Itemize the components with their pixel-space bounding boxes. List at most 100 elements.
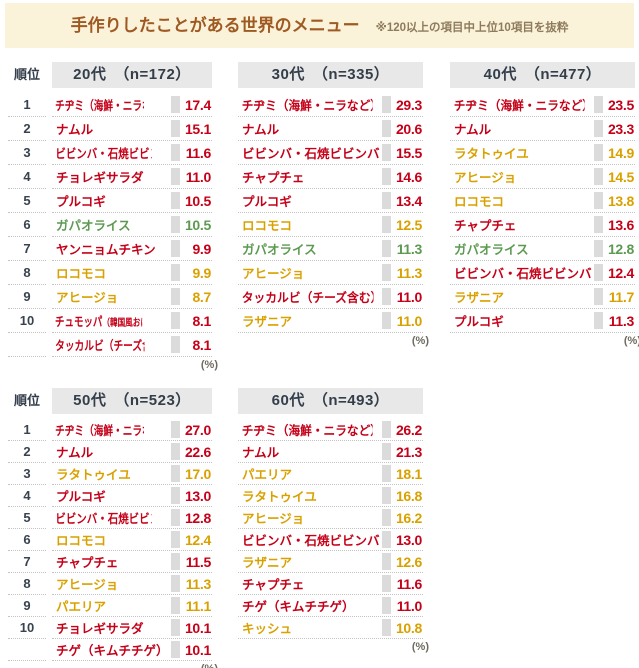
menu-row: ガパオライス 10.5 <box>52 213 212 237</box>
menu-row: ナムル 15.1 <box>52 117 212 141</box>
menu-label: ガパオライス <box>242 243 317 257</box>
menu-row: タッカルビ（チーズ含む） 8.1 <box>52 333 212 357</box>
rank-cell: 2 <box>8 117 46 141</box>
menu-row: パエリア 11.1 <box>52 595 212 617</box>
menu-row: ラタトゥイユ 17.0 <box>52 463 212 485</box>
age-group-header: 40代 （n=477） <box>450 62 635 88</box>
menu-label: ラザニア <box>242 315 293 329</box>
age-group-column: 50代 （n=523） チヂミ（海鮮・ニラなど） 27.0 ナムル 22.6 ラタトゥイユ… <box>52 388 218 668</box>
menu-row: ナムル 23.3 <box>450 117 635 141</box>
menu-label: ラタトゥイユ <box>454 147 529 161</box>
value-bar <box>594 120 603 137</box>
menu-rows: チヂミ（海鮮・ニラなど） 29.3 ナムル 20.6 ビビンバ・石焼ビビンバ 15.5 チャ… <box>238 93 423 333</box>
menu-value: 23.3 <box>607 120 634 137</box>
menu-value: 11.1 <box>185 597 212 614</box>
menu-label: ラザニア <box>242 556 293 570</box>
value-bar <box>382 553 391 570</box>
menu-label: チヂミ（海鮮・ニラなど） <box>55 99 144 113</box>
menu-value: 10.5 <box>184 192 211 209</box>
menu-value: 13.4 <box>395 192 422 209</box>
menu-value: 8.7 <box>192 288 211 305</box>
menu-row: ビビンバ・石焼ビビンバ 13.0 <box>238 529 423 551</box>
menu-row: チョレギサラダ 10.1 <box>52 617 212 639</box>
menu-label: チゲ（キムチチゲ） <box>56 644 169 658</box>
menu-value: 8.1 <box>192 312 211 329</box>
menu-value: 15.5 <box>395 144 422 161</box>
age-group-column: 60代 （n=493） チヂミ（海鮮・ニラなど） 26.2 ナムル 21.3 パエリア 18… <box>238 388 429 655</box>
value-bar <box>594 216 603 233</box>
value-bar <box>594 192 603 209</box>
rank-cell: 2 <box>8 441 46 463</box>
menu-value: 12.4 <box>607 264 634 281</box>
menu-value: 11.0 <box>396 597 423 614</box>
value-bar <box>594 312 603 329</box>
value-bar <box>171 192 180 209</box>
menu-label: アヒージョ <box>242 267 305 281</box>
menu-value: 8.1 <box>192 336 211 353</box>
menu-value: 11.0 <box>396 288 423 305</box>
menu-value: 11.6 <box>396 575 423 592</box>
value-bar <box>382 597 391 614</box>
menu-row: プルコギ 13.4 <box>238 189 423 213</box>
menu-label: チョレギサラダ <box>56 171 144 185</box>
menu-value: 12.5 <box>395 216 422 233</box>
rank-rows: 1 2 3 4 5 6 7 8 9 10 <box>8 93 46 357</box>
value-bar <box>171 120 180 137</box>
menu-row: ガパオライス 12.8 <box>450 237 635 261</box>
menu-row: ラタトゥイユ 16.8 <box>238 485 423 507</box>
value-bar <box>171 465 180 482</box>
menu-value: 15.1 <box>184 120 211 137</box>
menu-row: ヤンニョムチキン 9.9 <box>52 237 212 261</box>
menu-row: ナムル 21.3 <box>238 441 423 463</box>
value-bar <box>594 240 603 257</box>
menu-value: 10.1 <box>184 641 211 658</box>
menu-row: ロコモコ 9.9 <box>52 261 212 285</box>
menu-label: ナムル <box>56 123 94 137</box>
menu-row: ラザニア 11.0 <box>238 309 423 333</box>
menu-label: プルコギ <box>56 490 106 504</box>
rank-cell: 5 <box>8 507 46 529</box>
age-group-column: 30代 （n=335） チヂミ（海鮮・ニラなど） 29.3 ナムル 20.6 ビビンバ・石… <box>238 62 429 349</box>
menu-row: ロコモコ 13.8 <box>450 189 635 213</box>
menu-label: プルコギ <box>242 195 292 209</box>
value-bar <box>171 575 180 592</box>
rank-cell: 10 <box>8 617 46 639</box>
menu-rows: チヂミ（海鮮・ニラなど） 23.5 ナムル 23.3 ラタトゥイユ 14.9 アヒージョ 14… <box>450 93 635 333</box>
rank-cell: 7 <box>8 551 46 573</box>
menu-value: 13.0 <box>395 531 422 548</box>
value-bar <box>171 216 180 233</box>
rank-cell: 4 <box>8 165 46 189</box>
menu-label: チャプチェ <box>242 171 305 185</box>
menu-row: ナムル 22.6 <box>52 441 212 463</box>
menu-label: チョレギサラダ <box>56 622 144 636</box>
menu-label: ヤンニョムチキン <box>56 243 156 257</box>
value-bar <box>382 619 391 636</box>
age-group-column: 20代 （n=172） チヂミ（海鮮・ニラなど） 17.4 ナムル 15.1 ビビンバ・石… <box>52 62 218 373</box>
menu-row: ガパオライス 11.3 <box>238 237 423 261</box>
value-bar <box>171 96 180 113</box>
menu-label: ガパオライス <box>56 219 131 233</box>
value-bar <box>171 531 180 548</box>
menu-value: 21.3 <box>395 443 422 460</box>
menu-row: プルコギ 13.0 <box>52 485 212 507</box>
menu-value: 12.8 <box>184 509 211 526</box>
percent-unit-label: (%) <box>411 335 429 347</box>
menu-row: アヒージョ 16.2 <box>238 507 423 529</box>
menu-value: 17.0 <box>184 465 211 482</box>
menu-row: パエリア 18.1 <box>238 463 423 485</box>
age-group-column: 40代 （n=477） チヂミ（海鮮・ニラなど） 23.5 ナムル 23.3 ラタトゥイユ… <box>450 62 639 349</box>
menu-label: タッカルビ（チーズ含む） <box>241 291 374 305</box>
menu-value: 13.8 <box>607 192 634 209</box>
menu-value: 14.5 <box>607 168 634 185</box>
menu-label: プルコギ <box>56 195 106 209</box>
value-bar <box>594 264 603 281</box>
rank-cell: 5 <box>8 189 46 213</box>
rank-cell <box>8 333 46 357</box>
value-bar <box>382 509 391 526</box>
rank-cell: 9 <box>8 285 46 309</box>
menu-value: 14.9 <box>607 144 634 161</box>
value-bar <box>382 288 391 305</box>
value-bar <box>594 288 603 305</box>
